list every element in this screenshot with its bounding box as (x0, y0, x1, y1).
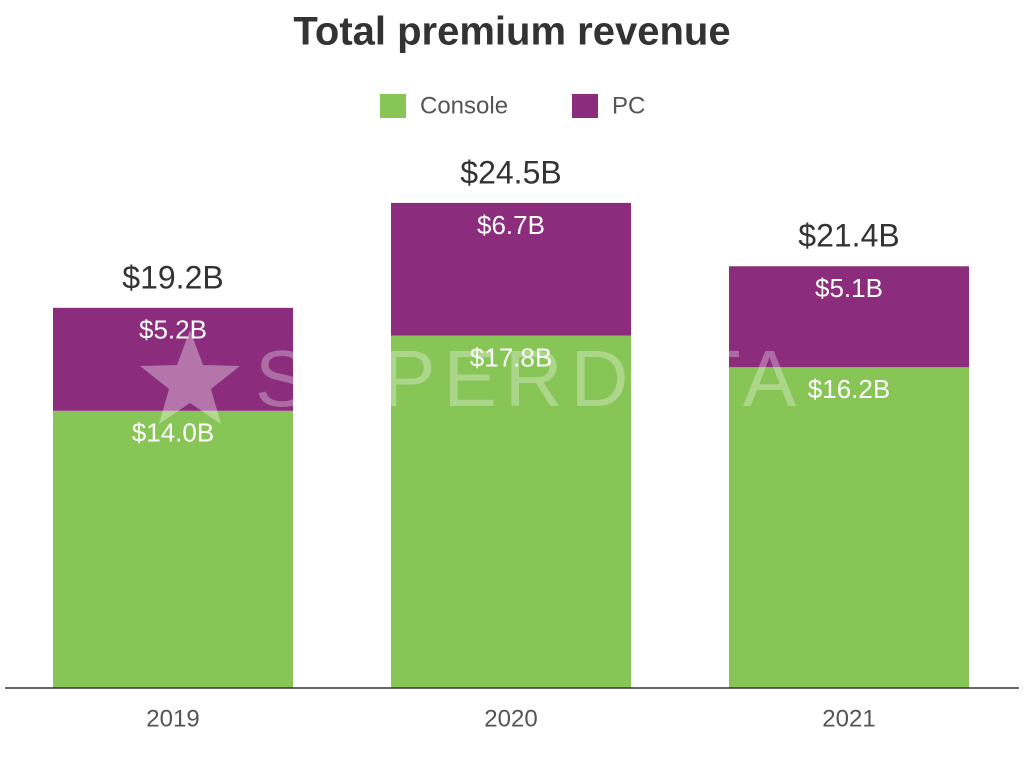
watermark-star (140, 330, 240, 424)
x-tick-label: 2020 (484, 705, 537, 732)
value-label: $5.1B (815, 273, 883, 303)
bar-segment (53, 410, 293, 688)
bar-segment (53, 307, 293, 411)
total-label: $19.2B (122, 259, 223, 295)
bar-segment (391, 335, 631, 688)
chart-title: Total premium revenue (293, 10, 730, 54)
total-label: $21.4B (798, 218, 899, 254)
legend-label: Console (420, 92, 508, 119)
x-tick-label: 2019 (146, 705, 199, 732)
bar-segment (729, 266, 969, 368)
value-label: $16.2B (808, 374, 890, 404)
bar-segment (729, 367, 969, 688)
value-label: $14.0B (132, 418, 214, 448)
x-tick-label: 2021 (822, 705, 875, 732)
legend-swatch (380, 94, 406, 118)
value-label: $6.7B (477, 210, 545, 240)
value-label: $5.2B (139, 315, 207, 345)
total-label: $24.5B (460, 154, 561, 190)
watermark: SUPERDATA (255, 334, 804, 423)
bar-segment (391, 202, 631, 336)
legend-label: PC (612, 92, 645, 119)
legend-swatch (572, 94, 598, 118)
value-label: $17.8B (470, 342, 552, 372)
